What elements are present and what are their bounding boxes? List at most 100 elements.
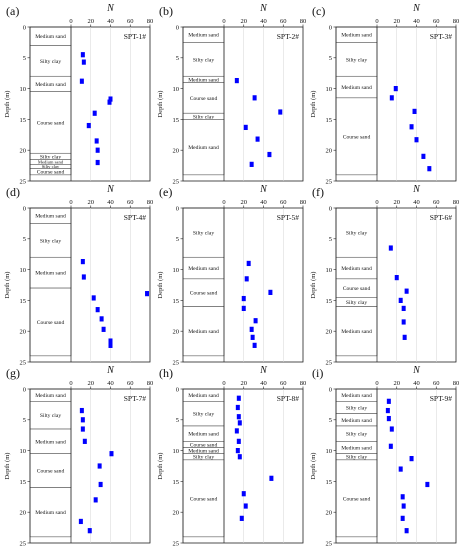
borehole-title: SPT-1# xyxy=(124,32,146,41)
data-point xyxy=(269,475,274,481)
y-tick-label: 10 xyxy=(326,86,333,93)
data-point xyxy=(87,528,92,534)
y-tick-label: 5 xyxy=(176,417,179,424)
y-tick-label: 5 xyxy=(176,236,179,243)
data-point xyxy=(243,503,248,509)
x-tick-label: 40 xyxy=(107,380,114,387)
y-axis-title: Depth (m) xyxy=(310,453,317,480)
data-point xyxy=(253,318,258,324)
data-point xyxy=(404,528,409,534)
x-tick-label: 0 xyxy=(375,18,378,25)
data-point xyxy=(409,124,414,130)
stratum-label: Medium sand xyxy=(35,271,66,277)
data-point xyxy=(91,295,96,301)
x-tick-label: 80 xyxy=(147,18,154,25)
borehole-title: SPT-6# xyxy=(430,213,452,222)
data-point xyxy=(80,426,85,432)
stratum-label: Medium sand xyxy=(35,393,66,399)
plot-frame xyxy=(182,26,304,182)
x-axis-title: N xyxy=(412,365,421,376)
plot-frame xyxy=(335,207,457,363)
stratum-label: Silty clay xyxy=(346,432,367,438)
x-tick-label: 40 xyxy=(413,18,420,25)
y-tick-label: 15 xyxy=(326,479,333,486)
x-tick-label: 60 xyxy=(280,199,287,206)
x-tick-label: 40 xyxy=(260,380,267,387)
stratum-layer xyxy=(182,42,225,77)
data-point xyxy=(93,497,98,503)
panel-3: (c) N Medium sand Silty clay Medium sand Cour… xyxy=(310,3,459,185)
x-tick-label: 60 xyxy=(127,199,134,206)
y-tick-label: 10 xyxy=(20,267,27,274)
y-tick-label: 25 xyxy=(173,359,180,366)
x-axis-title: N xyxy=(259,365,268,376)
y-tick-label: 15 xyxy=(173,117,180,124)
stratum-label: Silty clay xyxy=(346,455,367,461)
data-point xyxy=(246,260,251,267)
y-tick-label: 5 xyxy=(329,417,332,424)
data-point xyxy=(278,109,283,115)
plot-frame xyxy=(182,388,304,544)
stratum-label: Medium sand xyxy=(341,393,372,399)
x-tick-label: 0 xyxy=(222,199,225,206)
stratum-label: Silty clay xyxy=(193,114,214,120)
y-tick-label: 20 xyxy=(20,148,27,155)
data-point xyxy=(249,326,254,332)
x-tick-label: 40 xyxy=(260,18,267,25)
borehole-title: SPT-5# xyxy=(277,213,299,222)
x-tick-label: 20 xyxy=(241,199,248,206)
panel-label: (h) xyxy=(159,366,173,380)
data-point xyxy=(386,415,391,422)
data-point xyxy=(386,398,391,404)
stratum-layer xyxy=(29,401,72,430)
y-tick-label: 0 xyxy=(176,24,179,31)
borehole-title: SPT-8# xyxy=(277,394,299,403)
x-tick-label: 60 xyxy=(280,18,287,25)
stratum-label: Medium sand xyxy=(188,266,219,272)
x-tick-label: 80 xyxy=(300,18,307,25)
data-point xyxy=(402,334,407,340)
y-tick-label: 15 xyxy=(173,298,180,305)
y-tick-label: 0 xyxy=(329,24,332,31)
stratum-label: Course sand xyxy=(190,442,218,448)
x-tick-label: 80 xyxy=(453,380,460,387)
y-tick-label: 15 xyxy=(326,117,333,124)
stratum-label: Silty clay xyxy=(346,405,367,411)
y-tick-label: 5 xyxy=(176,55,179,62)
data-point xyxy=(82,438,87,444)
data-point xyxy=(394,275,399,281)
plot-frame xyxy=(29,207,151,363)
stratum-layer xyxy=(29,256,72,289)
stratum-label: Course sand xyxy=(343,496,371,502)
data-point xyxy=(388,245,393,251)
y-tick-label: 25 xyxy=(326,540,333,547)
plot-frame xyxy=(335,26,457,182)
data-point xyxy=(388,443,393,449)
stratum-layer xyxy=(335,306,378,357)
y-tick-label: 5 xyxy=(23,55,26,62)
panel-label: (g) xyxy=(6,366,20,380)
y-tick-label: 10 xyxy=(173,267,180,274)
y-tick-label: 15 xyxy=(20,117,27,124)
stratum-label: Silty clay xyxy=(346,57,367,63)
stratum-label: Silty clay xyxy=(40,413,61,419)
y-tick-label: 10 xyxy=(326,448,333,455)
stratum-label: Course sand xyxy=(37,120,65,126)
data-point xyxy=(243,124,248,131)
stratum-label: Silty clay xyxy=(193,412,214,418)
data-point xyxy=(401,503,406,509)
x-tick-label: 40 xyxy=(107,199,114,206)
y-tick-label: 15 xyxy=(20,479,27,486)
y-axis-title: Depth (m) xyxy=(4,91,11,118)
x-tick-label: 20 xyxy=(394,380,401,387)
stratum-label: Course sand xyxy=(37,469,65,475)
stratum-layer xyxy=(182,278,225,307)
stratum-label: Medium sand xyxy=(35,214,66,220)
stratum-label: Silty clay xyxy=(42,164,60,169)
y-axis-title: Depth (m) xyxy=(310,91,317,118)
x-axis-title: N xyxy=(259,184,268,195)
data-point xyxy=(235,404,240,411)
y-axis-title: Depth (m) xyxy=(4,453,11,480)
